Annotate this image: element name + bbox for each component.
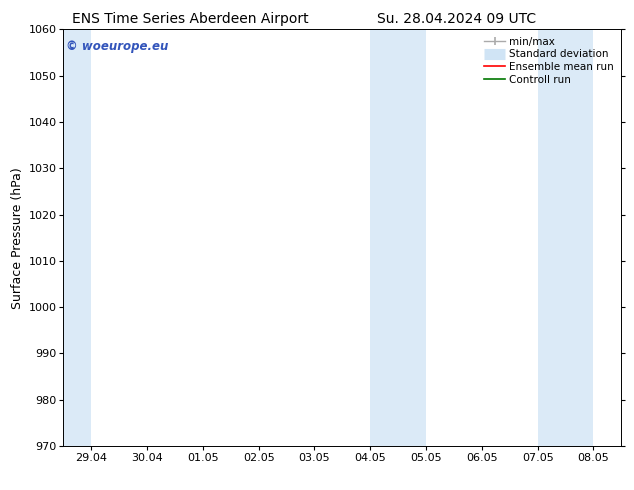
Y-axis label: Surface Pressure (hPa): Surface Pressure (hPa) bbox=[11, 167, 24, 309]
Legend: min/max, Standard deviation, Ensemble mean run, Controll run: min/max, Standard deviation, Ensemble me… bbox=[482, 35, 616, 87]
Bar bbox=[63, 29, 91, 446]
Bar bbox=[370, 29, 426, 446]
Text: ENS Time Series Aberdeen Airport: ENS Time Series Aberdeen Airport bbox=[72, 12, 309, 26]
Text: © woeurope.eu: © woeurope.eu bbox=[66, 40, 169, 53]
Bar bbox=[538, 29, 593, 446]
Text: Su. 28.04.2024 09 UTC: Su. 28.04.2024 09 UTC bbox=[377, 12, 536, 26]
